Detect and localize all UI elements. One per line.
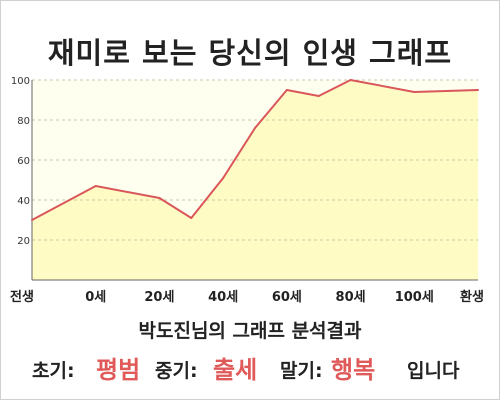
result-line: 초기: 평범 중기: 출세 말기: 행복 입니다 (0, 346, 500, 386)
early-label: 초기: (32, 360, 75, 382)
late-label: 말기: (280, 360, 323, 382)
data-point-2 (158, 197, 161, 199)
data-point-0 (31, 219, 33, 221)
mid-value: 출세 (213, 356, 258, 384)
late-value: 행복 (331, 356, 376, 384)
data-point-8 (349, 79, 352, 81)
chart-title: 재미로 보는 당신의 인생 그래프 (47, 36, 453, 70)
y-tick-label-60: 60 (17, 156, 30, 167)
data-point-9 (413, 91, 416, 93)
data-point-5 (254, 127, 256, 129)
x-tick-label-2: 20세 (144, 290, 174, 305)
y-tick-label-100: 100 (11, 76, 30, 87)
data-point-3 (190, 217, 193, 219)
ending-text: 입니다 (407, 360, 460, 382)
y-tick-label-20: 20 (17, 236, 30, 247)
x-tick-label-7: 환생 (460, 289, 484, 305)
x-tick-label-5: 80세 (336, 290, 366, 305)
y-tick-label-40: 40 (17, 196, 30, 207)
x-tick-label-4: 60세 (272, 290, 302, 305)
data-point-6 (285, 89, 288, 91)
mid-label: 중기: (155, 360, 198, 382)
data-point-10 (477, 89, 479, 91)
x-tick-label-1: 0세 (85, 290, 106, 305)
data-point-4 (222, 177, 225, 179)
data-point-1 (94, 185, 97, 187)
data-point-7 (317, 95, 320, 97)
area-fill (32, 80, 478, 280)
x-tick-label-6: 100세 (395, 290, 434, 305)
plot-area: 20 40 60 80 100 전생 0세 20세 40세 60세 80세 100세 환생 (10, 76, 484, 305)
y-tick-label-80: 80 (17, 116, 30, 127)
early-value: 평범 (96, 356, 141, 384)
analysis-summary: 박도진님의 그래프 분석결과 (138, 320, 362, 342)
x-tick-label-3: 40세 (208, 290, 238, 305)
x-tick-label-0: 전생 (10, 289, 34, 305)
